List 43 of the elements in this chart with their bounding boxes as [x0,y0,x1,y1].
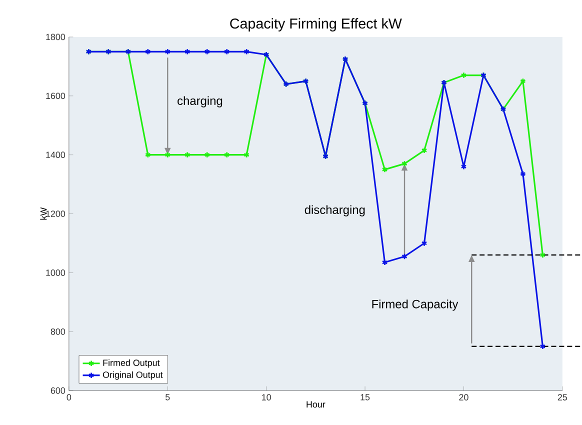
y-tick-label: 600 [50,388,66,394]
point [184,152,190,158]
point [224,152,230,158]
point [421,147,428,154]
y-tick-label: 1000 [46,270,66,276]
y-tick-label: 1800 [46,34,66,40]
point [204,48,210,56]
annotation: Firmed Capacity [372,300,458,311]
point [144,152,151,158]
legend-label: Firmed Output [103,360,160,368]
point [224,48,230,56]
point [460,164,467,170]
point [382,259,388,266]
y-tick-label: 1400 [46,152,66,158]
annotation: discharging [304,205,365,217]
x-tick-label: 5 [166,394,170,401]
point [244,48,250,56]
x-tick-label: 0 [66,394,72,401]
y-tick-label: 1200 [46,210,66,218]
point [402,253,408,260]
chart-title: Capacity Firming Effect kW [230,18,402,32]
point [421,240,428,247]
annotation: charging [178,96,222,108]
y-tick-label: 800 [50,328,66,336]
point [460,72,467,79]
point [164,152,171,158]
point [520,170,526,178]
y-axis-title: kW [40,208,47,220]
point [520,78,526,85]
legend-label: Original Output [102,372,163,380]
x-tick-label: 25 [558,394,568,401]
y-tick-label: 1600 [46,92,66,100]
point [244,152,250,158]
point [144,48,151,56]
x-tick-label: 10 [262,394,271,401]
point [402,160,408,168]
x-tick-label: 20 [459,394,468,401]
point [184,48,190,56]
point [164,48,171,56]
point [382,166,388,174]
point [204,152,210,158]
x-axis-title: Hour [306,402,326,408]
x-tick-label: 15 [360,394,370,401]
